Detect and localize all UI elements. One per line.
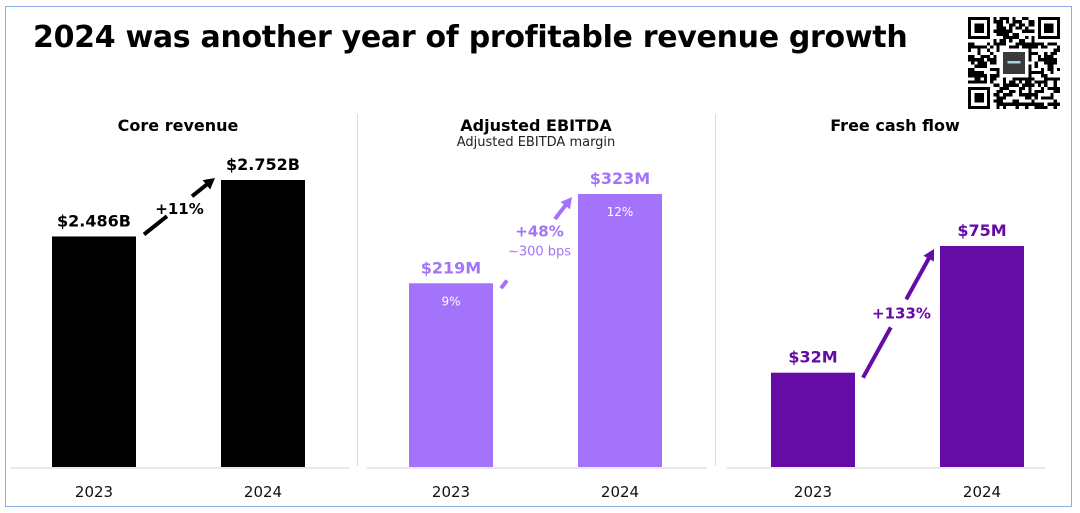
panel-title-core-revenue: Core revenue	[117, 116, 239, 135]
growth-arrow-tail	[142, 214, 169, 237]
slide-title: 2024 was another year of profitable reve…	[33, 20, 908, 55]
growth-label: +133%	[872, 304, 931, 322]
qr-code-icon	[968, 17, 1060, 109]
growth-label: +48%	[515, 223, 563, 241]
growth-arrow-shaft	[190, 181, 210, 198]
bar-2024	[221, 180, 305, 467]
bar-2024	[940, 246, 1024, 467]
bar-2023	[52, 236, 136, 467]
growth-arrow-head	[560, 197, 572, 210]
growth-arrow-shaft	[904, 255, 932, 301]
bar-2023	[771, 372, 855, 467]
margin-label: 9%	[441, 294, 460, 308]
value-label: $2.486B	[57, 211, 131, 230]
value-label: $32M	[788, 348, 837, 367]
growth-arrow-head	[923, 249, 934, 262]
x-tick-label: 2023	[432, 483, 470, 501]
growth-sublabel: ~300 bps	[508, 245, 571, 260]
x-tick-label: 2024	[963, 483, 1001, 501]
growth-arrow-tail	[861, 326, 893, 379]
slide-frame	[5, 6, 1072, 507]
value-label: $2.752B	[226, 155, 300, 174]
growth-arrow-head	[202, 178, 215, 190]
growth-arrow-shaft	[553, 202, 569, 221]
bar-2023	[409, 283, 493, 467]
margin-label: 12%	[607, 205, 634, 219]
bar-2024	[578, 194, 662, 467]
panel-title-adjusted-ebitda: Adjusted EBITDA	[460, 116, 612, 135]
value-label: $323M	[590, 169, 650, 188]
value-label: $219M	[421, 258, 481, 277]
value-label: $75M	[957, 221, 1006, 240]
x-tick-label: 2024	[244, 483, 282, 501]
x-tick-label: 2023	[794, 483, 832, 501]
panel-divider	[357, 114, 358, 466]
x-tick-label: 2023	[75, 483, 113, 501]
panel-subtitle-ebitda-margin: Adjusted EBITDA margin	[456, 135, 616, 150]
panel-divider	[715, 114, 716, 466]
growth-label: +11%	[155, 200, 203, 218]
x-tick-label: 2024	[601, 483, 639, 501]
panel-title-free-cash-flow: Free cash flow	[830, 116, 960, 135]
growth-arrow-tail	[499, 279, 509, 290]
